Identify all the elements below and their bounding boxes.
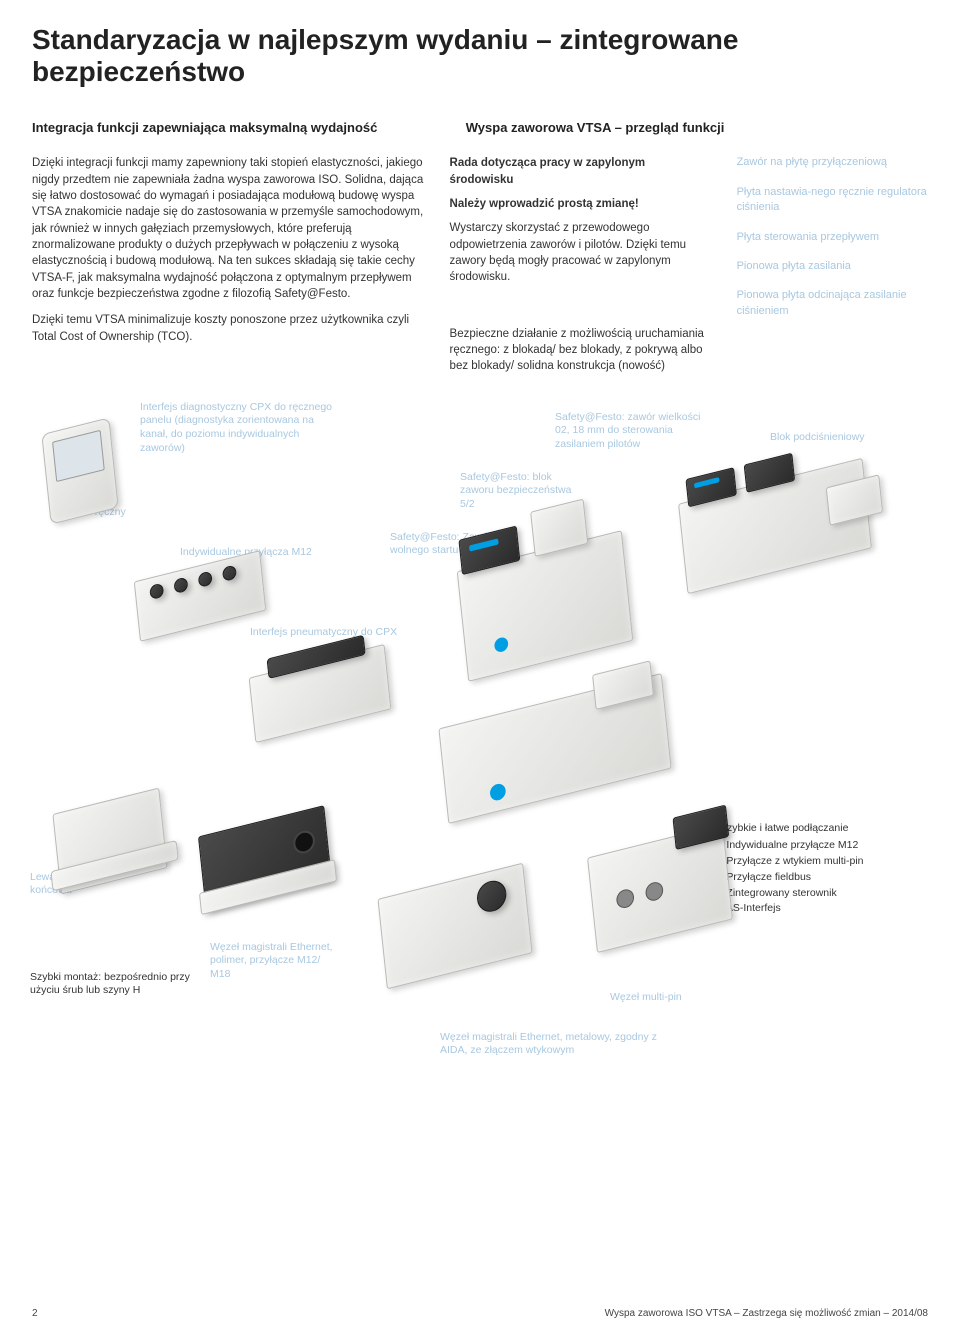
comp-panel-reczny [41, 417, 118, 524]
side-s2: Płyta nastawia-nego ręcznie regulatora c… [737, 185, 928, 216]
diagram-area: Interfejs diagnostyczny CPX do ręcznego … [0, 401, 960, 1141]
footer-right: Wyspa zaworowa ISO VTSA – Zastrzega się … [605, 1308, 928, 1319]
comp-interfejs-pneu [249, 644, 392, 743]
conn-title: Szybkie i łatwe podłączanie [720, 821, 930, 837]
mid-h2: Należy wprowadzić prostą zmianę! [450, 196, 711, 212]
mid-h1: Rada dotycząca pracy w zapylonym środowi… [450, 155, 711, 188]
comp-sf-stack [457, 530, 634, 682]
conn-i5: - AS-Interfejs [720, 901, 930, 917]
body-columns: Dzięki integracji funkcji mamy zapewnion… [0, 145, 960, 396]
left-p2: Dzięki temu VTSA minimalizuje koszty pon… [32, 312, 424, 345]
subtitle-right: Wyspa zaworowa VTSA – przegląd funkcji [466, 120, 928, 135]
label-sf-zaw02: Safety@Festo: zawór wielkości 02, 18 mm … [555, 411, 715, 452]
label-wezel-ethernet: Węzeł magistrali Ethernet, polimer, przy… [210, 941, 340, 982]
side-column: Zawór na płytę przyłączeniową Płyta nast… [737, 155, 928, 384]
mid-p2: Bezpieczne działanie z możliwością uruch… [450, 326, 711, 375]
label-wezel-eth-metal: Węzeł magistrali Ethernet, metalowy, zgo… [440, 1031, 680, 1058]
left-p1: Dzięki integracji funkcji mamy zapewnion… [32, 155, 424, 302]
label-interfejs-pneu: Interfejs pneumatyczny do CPX [250, 626, 410, 640]
comp-wezel-ethernet [198, 805, 332, 912]
footer-page: 2 [32, 1308, 38, 1319]
label-szybki-montaz: Szybki montaż: bezpośrednio przy użyciu … [30, 971, 200, 998]
mid-p1: Wystarczy skorzystać z przewodowego odpo… [450, 220, 711, 285]
conn-list: Szybkie i łatwe podłączanie - Indywidual… [720, 821, 930, 918]
side-s5: Pionowa płyta odcinająca zasilanie ciśni… [737, 288, 928, 319]
comp-wezel-multipin [587, 824, 733, 953]
comp-przylacza-m12 [134, 550, 266, 642]
conn-i1: - Indywidualne przyłącze M12 [720, 838, 930, 854]
side-s3: Płyta sterowania przepływem [737, 230, 928, 245]
subtitle-left: Integracja funkcji zapewniająca maksymal… [32, 120, 426, 135]
conn-i4: - Zintegrowany sterownik [720, 886, 930, 902]
label-blok-podcis: Blok podciśnieniowy [770, 431, 900, 445]
side-s4: Pionowa płyta zasilania [737, 259, 928, 274]
conn-i2: - Przyłącze z wtykiem multi-pin [720, 854, 930, 870]
comp-lewa-plyta [52, 787, 167, 894]
comp-wezel-eth-metal [377, 862, 532, 989]
subtitle-row: Integracja funkcji zapewniająca maksymal… [0, 96, 960, 145]
footer: 2 Wyspa zaworowa ISO VTSA – Zastrzega si… [0, 1308, 960, 1319]
left-column: Dzięki integracji funkcji mamy zapewnion… [32, 155, 424, 384]
side-s1: Zawór na płytę przyłączeniową [737, 155, 928, 170]
comp-manifold [438, 673, 671, 824]
label-przylacza-m12: Indywidualne przyłącza M12 [180, 546, 350, 560]
comp-blok-podcis [678, 457, 872, 593]
label-interfejs-cpx: Interfejs diagnostyczny CPX do ręcznego … [140, 401, 340, 456]
conn-i3: - Przyłącze fieldbus [720, 870, 930, 886]
page-title: Standaryzacja w najlepszym wydaniu – zin… [0, 0, 960, 96]
mid-column: Rada dotycząca pracy w zapylonym środowi… [450, 155, 711, 384]
label-wezel-multipin: Węzeł multi-pin [610, 991, 710, 1005]
